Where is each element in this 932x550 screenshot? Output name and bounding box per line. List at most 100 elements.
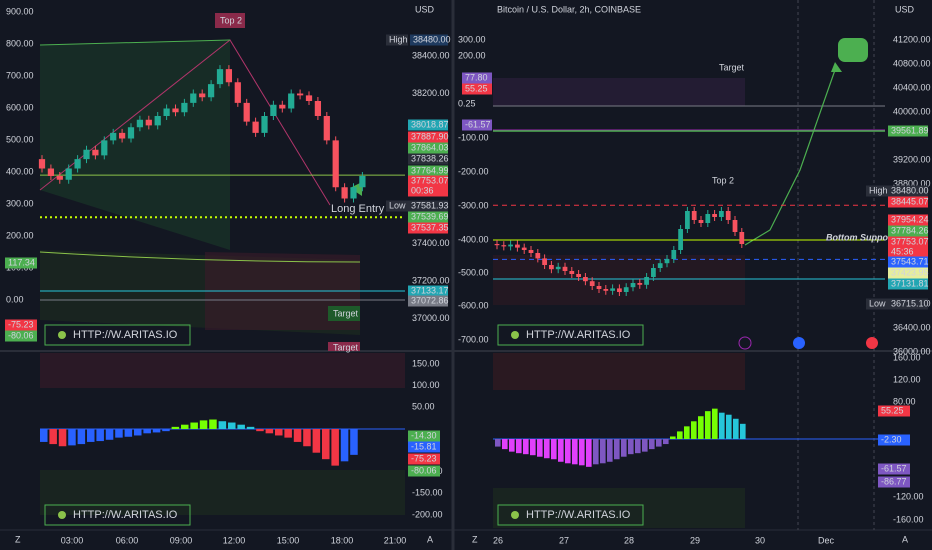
price-tick-label: 37400.00	[412, 238, 450, 248]
candle	[190, 93, 197, 103]
price-tag: 38018.87	[411, 119, 449, 129]
histogram-bar	[495, 439, 501, 447]
link-text: HTTP://W.ARITAS.IO	[526, 329, 631, 341]
histogram-bar	[530, 439, 536, 456]
histogram-bar	[124, 429, 133, 437]
candle	[549, 265, 554, 270]
candle	[630, 283, 636, 288]
lower-tick-label: -120.00	[893, 491, 924, 501]
price-tag: 37864.03	[411, 142, 449, 152]
price-tick-label: 36000.00	[893, 346, 931, 356]
time-tick-label: 28	[624, 535, 634, 545]
histogram-bar	[190, 422, 198, 429]
link-icon	[511, 331, 519, 339]
candle	[154, 116, 161, 126]
price-tag: 00:36	[411, 185, 434, 195]
candle	[332, 140, 339, 188]
candle	[562, 266, 568, 271]
price-tag-bg	[408, 175, 448, 187]
histogram-bar	[628, 439, 634, 455]
lower-tick-label: 120.00	[893, 374, 921, 384]
candle	[314, 101, 322, 116]
lower-tag-bg	[408, 430, 440, 442]
price-tag-bg	[888, 278, 928, 290]
histogram-bar	[143, 429, 151, 434]
high-label: High	[869, 185, 888, 195]
osc-line	[39, 251, 361, 263]
histogram-bar	[293, 429, 302, 442]
histogram-bar	[502, 439, 508, 450]
candle	[136, 119, 144, 128]
time-tick-label: 26	[493, 535, 503, 545]
candle	[555, 266, 561, 270]
candle	[685, 211, 690, 229]
histogram-bar	[656, 439, 662, 447]
time-tick-label: 03:00	[61, 535, 84, 545]
price-tick-label: 41200.00	[893, 34, 931, 44]
high-price-bg	[410, 34, 448, 46]
histogram-bar	[77, 429, 86, 445]
candle	[216, 69, 224, 85]
link-box	[497, 504, 644, 526]
link-box	[497, 324, 644, 346]
price-tag-bg	[408, 119, 448, 131]
price-tag: 37537.35	[411, 222, 449, 232]
osc-tick-label: 0.00	[6, 294, 24, 304]
histogram-bar	[558, 439, 564, 462]
histogram-bar	[303, 429, 311, 447]
osc-tag: -75.23	[8, 319, 34, 329]
histogram-bar	[209, 419, 217, 429]
osc-tag: 117.34	[8, 257, 35, 267]
histogram-bar	[284, 429, 292, 438]
candle	[296, 93, 304, 96]
lower-tick-label: 100.00	[412, 380, 440, 390]
candle	[323, 116, 330, 141]
candle	[596, 286, 602, 289]
lower-tick-label: 80.00	[893, 396, 916, 406]
candle	[644, 277, 649, 285]
histogram-bar	[691, 421, 697, 439]
histogram-bar	[331, 429, 339, 466]
osc-tag-bg	[5, 330, 37, 342]
price-tag-bg	[408, 185, 448, 197]
lower-tag: -61.57	[881, 463, 907, 473]
histogram-bar	[68, 429, 76, 446]
price-tag: 45:36	[891, 246, 914, 256]
histogram-bar	[600, 439, 606, 464]
osc-tick-label: -400.00	[458, 234, 489, 244]
osc-tag-bg	[462, 83, 492, 95]
price-tick-label: 36400.00	[893, 322, 931, 332]
candle	[181, 102, 188, 113]
histogram-bar	[733, 418, 739, 439]
histogram-bar	[228, 422, 236, 429]
histogram-bar	[663, 439, 669, 445]
histogram-bar	[115, 429, 123, 438]
price-tag: 37784.26	[891, 225, 929, 235]
histogram-bar	[621, 439, 627, 457]
histogram-bar	[218, 421, 227, 429]
histogram-bar	[516, 439, 522, 454]
corner-icon: A	[902, 534, 908, 544]
osc-tick-label: 300.00	[458, 34, 486, 44]
logo-icon	[838, 38, 868, 62]
lower-tag-bg	[408, 453, 440, 465]
price-tag-bg	[888, 246, 928, 258]
price-tag-bg	[888, 236, 928, 248]
candle	[576, 274, 581, 277]
histogram-bar	[523, 439, 529, 455]
lower-tick-label: -160.00	[893, 514, 924, 524]
lower-tick-label: -200.00	[412, 509, 443, 519]
target-label: Target	[333, 308, 359, 318]
link-icon	[511, 511, 519, 519]
high-label-bg	[866, 185, 888, 197]
histogram-bar	[340, 429, 349, 462]
lower-tag: -80.06	[411, 465, 437, 475]
histogram-bar	[96, 429, 104, 442]
candle	[508, 244, 513, 247]
candle	[243, 102, 250, 122]
low-price: 37581.93	[411, 200, 449, 210]
histogram-bar	[40, 429, 48, 442]
osc-tick-label: -600.00	[458, 300, 489, 310]
histogram-bar	[312, 429, 321, 453]
candle	[521, 247, 527, 250]
